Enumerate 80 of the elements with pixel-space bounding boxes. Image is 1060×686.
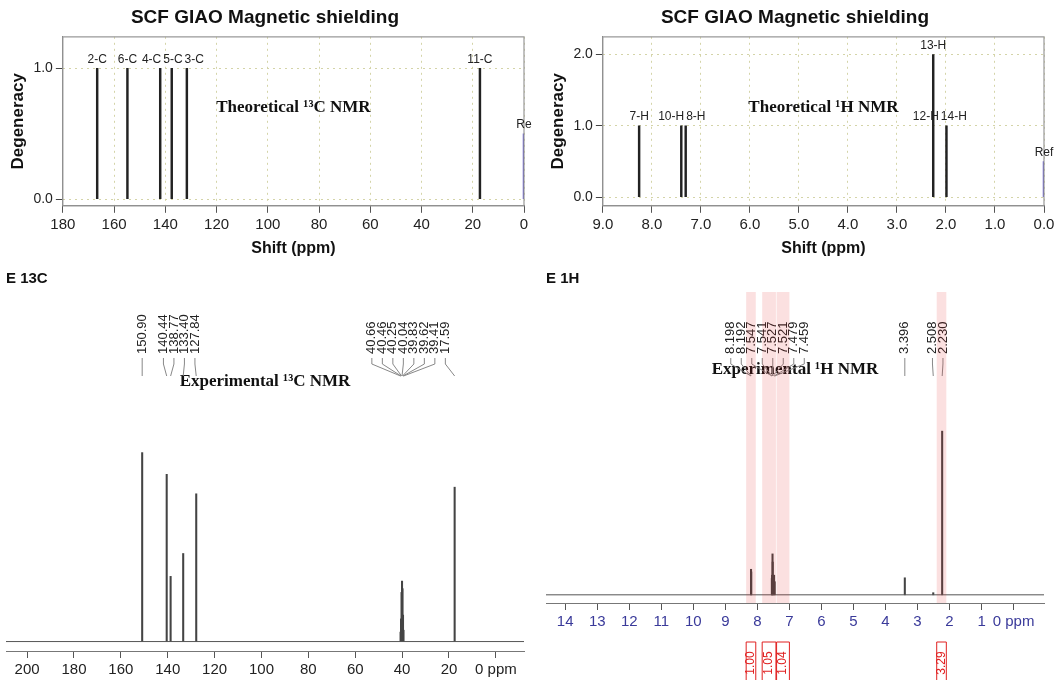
x-tick-label: 5.0 — [788, 214, 810, 232]
x-tick-label: 200 — [14, 660, 40, 678]
y-tick-label: 2.0 — [573, 45, 594, 62]
x-tick-label: 160 — [101, 214, 127, 232]
x-tick-label: 140 — [152, 214, 178, 232]
x-tick-label: 13 — [588, 612, 606, 630]
x-tick-label: 100 — [248, 660, 274, 678]
x-tick-label: 2.0 — [935, 214, 957, 232]
annotation: 13-H — [920, 37, 947, 52]
annotation: 5-C — [163, 51, 183, 66]
text: 150.90 — [133, 314, 149, 354]
chart-title: SCF GIAO Magnetic shielding — [130, 5, 400, 27]
text: 3.396 — [896, 321, 912, 354]
x-tick-label: 7.0 — [690, 214, 712, 232]
text: Experimental ¹H NMR — [711, 359, 880, 379]
x-tick-label: 60 — [346, 660, 364, 678]
x-tick-label: 140 — [155, 660, 181, 678]
annotation: Ref — [1034, 144, 1054, 159]
x-tick-label: 6.0 — [739, 214, 761, 232]
x-tick-label: 40 — [393, 660, 411, 678]
x-axis-title: Shift (ppm) — [251, 238, 336, 256]
x-tick-label: 2 — [945, 612, 954, 630]
chart-title: E 13C — [6, 269, 48, 287]
y-axis-title: Degeneracy — [7, 72, 27, 170]
x-tick-label: 1 — [977, 612, 986, 630]
x-tick-label: 60 — [361, 214, 379, 232]
x-tick-label: 0.0 — [1033, 214, 1055, 232]
x-tick-label: 11 — [653, 612, 670, 630]
y-tick-label: 0.0 — [573, 188, 594, 205]
band-label: 1.05 — [761, 651, 776, 675]
x-axis-title: Shift (ppm) — [781, 238, 866, 256]
x-tick-label: 14 — [556, 612, 574, 630]
annotation: Theoretical ¹³C NMR — [216, 97, 372, 117]
annotation: 10-H — [658, 109, 685, 124]
x-tick-label: 80 — [310, 214, 328, 232]
x-tick-label: 0 ppm — [992, 612, 1035, 630]
annotation: 14-H — [940, 109, 967, 124]
chart-title: E 1H — [546, 269, 580, 287]
x-tick-label: 6 — [817, 612, 826, 630]
x-tick-label: 1.0 — [984, 214, 1006, 232]
x-tick-label: 100 — [255, 214, 281, 232]
x-tick-label: 9 — [721, 612, 730, 630]
x-tick-label: 7 — [785, 612, 794, 630]
text: Experimental ¹³C NMR — [179, 371, 352, 391]
annotation: 3-C — [184, 51, 205, 66]
x-tick-label: 160 — [108, 660, 134, 678]
x-tick-label: 4.0 — [837, 214, 859, 232]
x-tick-label: 0 ppm — [475, 660, 517, 678]
annotation: 6-C — [117, 51, 138, 66]
x-tick-label: 0 — [519, 214, 529, 232]
x-tick-label: 10 — [684, 612, 702, 630]
x-tick-label: 40 — [413, 214, 430, 232]
x-tick-label: 180 — [50, 214, 76, 232]
x-tick-label: 180 — [61, 660, 87, 678]
x-tick-label: 4 — [881, 612, 890, 630]
y-tick-label: 1.0 — [573, 116, 594, 133]
x-tick-label: 120 — [202, 660, 228, 678]
annotation: Theoretical ¹H NMR — [748, 97, 900, 117]
x-tick-label: 8 — [753, 612, 762, 630]
x-tick-label: 80 — [300, 660, 317, 678]
annotation: 7-H — [629, 109, 649, 124]
band-label: 1.04 — [775, 651, 790, 675]
y-axis-title: Degeneracy — [547, 72, 567, 170]
band-label: 1.00 — [743, 651, 758, 675]
x-tick-label: 8.0 — [641, 214, 663, 232]
annotation: 11-C — [467, 51, 493, 66]
x-tick-label: 9.0 — [592, 214, 614, 232]
x-tick-label: 20 — [440, 660, 458, 678]
x-tick-label: 12 — [620, 612, 638, 630]
chart-title: SCF GIAO Magnetic shielding — [660, 5, 930, 27]
annotation: Re — [516, 117, 532, 132]
x-tick-label: 120 — [204, 214, 230, 232]
annotation: 2-C — [87, 51, 108, 66]
annotation: 4-C — [141, 51, 162, 66]
x-tick-label: 20 — [464, 214, 482, 232]
x-tick-label: 3 — [913, 612, 922, 630]
annotation: 8-H — [686, 109, 706, 124]
x-tick-label: 3.0 — [886, 214, 908, 232]
band-label: 3.29 — [933, 651, 948, 675]
x-tick-label: 5 — [849, 612, 858, 630]
